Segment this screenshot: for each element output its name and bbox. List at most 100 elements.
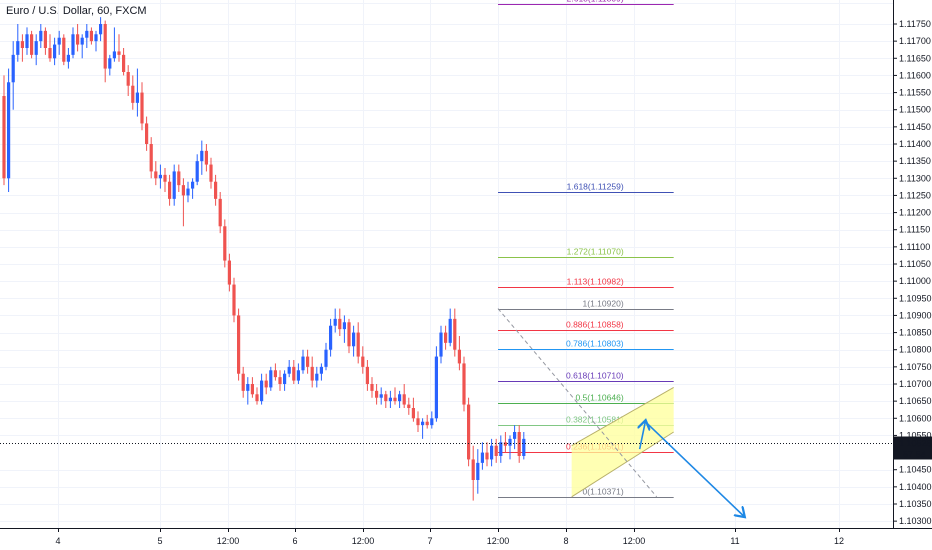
candle-body	[76, 34, 80, 45]
candle-body	[306, 356, 310, 367]
candle-body	[310, 366, 314, 381]
projection-arrow-down	[644, 421, 743, 516]
chart-title: Euro / U.S. Dollar, 60, FXCM	[6, 5, 147, 17]
x-tick-label: 5	[157, 536, 162, 546]
candle-body	[241, 373, 245, 391]
candle-body	[89, 30, 93, 42]
candle-body	[172, 171, 176, 199]
candle-body	[278, 377, 282, 384]
candle-body	[227, 260, 231, 285]
fib-level-label: 2.618(1.11809)	[567, 0, 624, 4]
candle-body	[163, 174, 167, 182]
y-tick-label: 1.11350	[899, 156, 931, 166]
y-tick-label: 1.11250	[899, 190, 931, 200]
candle-body	[209, 164, 213, 182]
candle-body	[140, 92, 144, 124]
candle-body	[273, 370, 277, 378]
candle-body	[485, 452, 489, 460]
y-tick-label: 1.10900	[899, 310, 932, 320]
candle-body	[232, 284, 236, 316]
candle-body	[57, 37, 61, 45]
candle-body	[425, 421, 429, 426]
candle-body	[361, 356, 365, 367]
candle-body	[80, 37, 84, 45]
x-tick-label: 12	[834, 536, 844, 546]
candle-body	[43, 30, 47, 48]
x-tick-label: 12:00	[217, 536, 240, 546]
candle-body	[149, 144, 153, 172]
y-tick-label: 1.11200	[899, 208, 931, 218]
y-tick-label: 1.11400	[899, 139, 931, 149]
candle-body	[11, 54, 15, 83]
fib-level-label: 1.618(1.11259)	[567, 182, 624, 192]
countdown-tag-bg	[894, 448, 932, 460]
price-tag-bg	[894, 436, 932, 449]
candle-body	[260, 380, 264, 402]
candle-body	[117, 51, 121, 55]
candle-body	[122, 54, 126, 72]
y-tick-label: 1.11700	[899, 36, 931, 46]
x-tick-label: 11	[730, 536, 739, 546]
candle-body	[269, 370, 273, 388]
candle-body	[214, 181, 218, 199]
x-tick-label: 4	[55, 536, 60, 546]
candle-body	[513, 432, 517, 439]
candle-body	[462, 363, 466, 405]
candle-body	[338, 318, 342, 330]
candle-body	[168, 181, 172, 199]
candle-body	[39, 30, 43, 42]
fib-level-label: 0.382(1.10581)	[566, 415, 624, 425]
candle-body	[490, 445, 494, 460]
candle-body	[16, 41, 20, 55]
x-tick-label: 7	[427, 536, 432, 546]
candle-body	[411, 408, 415, 419]
fib-level-label: 0(1.10371)	[583, 487, 624, 497]
fib-level-label: 0.5(1.10646)	[575, 393, 623, 403]
fib-level-label: 1.272(1.11070)	[567, 247, 624, 257]
candle-body	[384, 394, 388, 402]
candle-body	[62, 37, 66, 62]
candle-body	[508, 438, 512, 446]
y-tick-label: 1.11150	[899, 225, 930, 235]
candle-body	[20, 41, 24, 48]
candle-body	[154, 171, 158, 179]
candle-body	[499, 442, 503, 456]
candle-body	[379, 394, 383, 398]
candle-body	[301, 356, 305, 371]
candle-body	[177, 171, 181, 186]
countdown-value: 57:54	[903, 450, 926, 460]
candle-body	[85, 30, 89, 38]
candle-body	[158, 174, 162, 179]
y-tick-label: 1.11300	[899, 173, 931, 183]
candle-body	[181, 185, 185, 196]
candle-body	[448, 318, 452, 343]
fib-level-label: 1(1.10920)	[583, 299, 624, 309]
candle-body	[522, 438, 526, 456]
candle-body	[453, 318, 457, 350]
x-tick-label: 12:00	[487, 536, 510, 546]
fib-level-label: 0.618(1.10710)	[566, 371, 624, 381]
candle-body	[287, 366, 291, 374]
candle-body	[99, 24, 103, 35]
candle-body	[250, 384, 254, 395]
candle-body	[421, 421, 425, 426]
candle-body	[352, 332, 356, 347]
y-tick-label: 1.10750	[899, 362, 932, 372]
candle-body	[480, 452, 484, 463]
candle-body	[434, 356, 438, 419]
candle-body	[112, 51, 116, 59]
candle-body	[457, 349, 461, 364]
y-tick-label: 1.11000	[899, 276, 931, 286]
y-tick-label: 1.10300	[899, 516, 932, 526]
y-tick-label: 1.10850	[899, 328, 932, 338]
y-tick-label: 1.11500	[899, 105, 931, 115]
candle-body	[292, 366, 296, 381]
x-tick-label: 12:00	[352, 536, 375, 546]
projection-arrow-up	[640, 422, 646, 450]
candle-body	[315, 373, 319, 381]
candle-body	[471, 459, 475, 480]
y-tick-label: 1.11100	[899, 242, 930, 252]
price-tag-value: 1.10528	[899, 439, 932, 449]
candle-body	[103, 24, 107, 69]
